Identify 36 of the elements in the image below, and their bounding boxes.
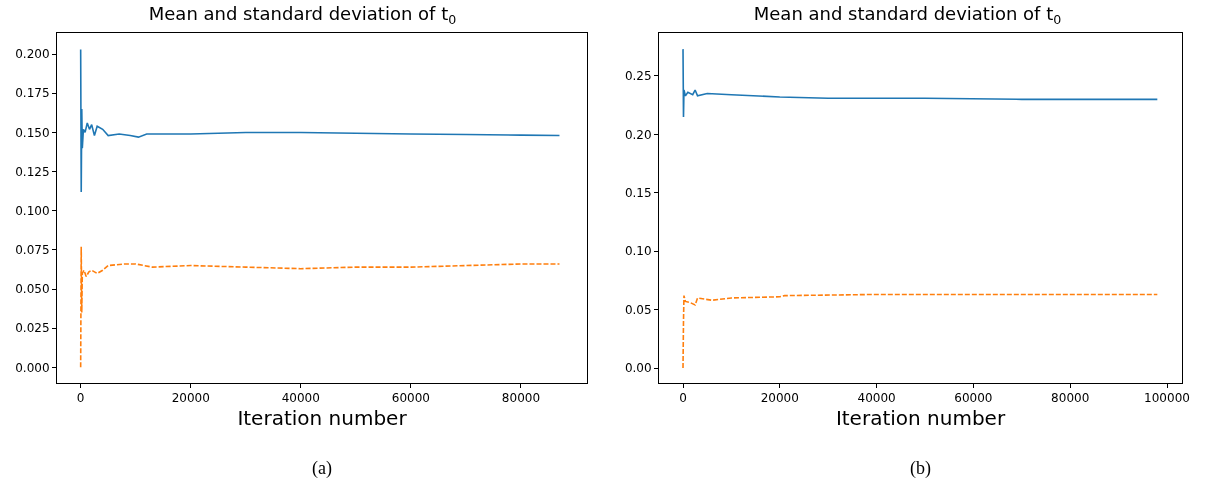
x-tick-label: 40000 [857, 391, 896, 406]
y-tick-label: 0.050 [15, 282, 50, 297]
x-tick-label: 80000 [501, 391, 541, 406]
y-tick-label: 0.100 [15, 203, 50, 218]
x-tick-label: 60000 [391, 391, 430, 406]
y-tick-label: 0.25 [624, 69, 652, 84]
y-tick-label: 0.00 [624, 361, 652, 376]
y-tick-label: 0.000 [15, 360, 50, 375]
x-tick-label: 40000 [281, 391, 320, 406]
x-axis-title: Iteration number [237, 405, 408, 430]
chart-title: Mean and standard deviation of t$_{0}$ [753, 2, 1062, 27]
y-tick-label: 0.15 [624, 186, 652, 201]
text: (b) [910, 458, 931, 479]
x-tick-label: 20000 [760, 391, 799, 406]
y-tick-label: 0.125 [15, 164, 50, 179]
x-tick-label: 100000 [1144, 391, 1190, 406]
line-series [682, 48, 1159, 118]
line-series [79, 48, 561, 193]
y-tick-label: 0.200 [15, 47, 50, 62]
y-tick-label: 0.20 [624, 127, 652, 142]
line-series [682, 293, 1159, 369]
y-tick-label: 0.025 [15, 321, 50, 336]
y-tick-label: 0.05 [624, 302, 652, 317]
chart-title: Mean and standard deviation of t$_{0}$ [148, 2, 457, 27]
x-tick-label: 80000 [1051, 391, 1090, 406]
x-axis-title: Iteration number [835, 405, 1006, 430]
y-tick-label: 0.075 [15, 243, 50, 258]
y-tick-label: 0.175 [15, 86, 50, 101]
x-tick-label: 0 [679, 391, 687, 406]
y-tick-label: 0.150 [15, 125, 50, 140]
x-tick-label: 0 [76, 391, 85, 406]
x-tick-label: 20000 [171, 391, 210, 406]
line-series [79, 245, 561, 369]
y-tick-label: 0.10 [624, 244, 652, 259]
x-tick-label: 60000 [954, 391, 993, 406]
text: (a) [312, 458, 332, 479]
